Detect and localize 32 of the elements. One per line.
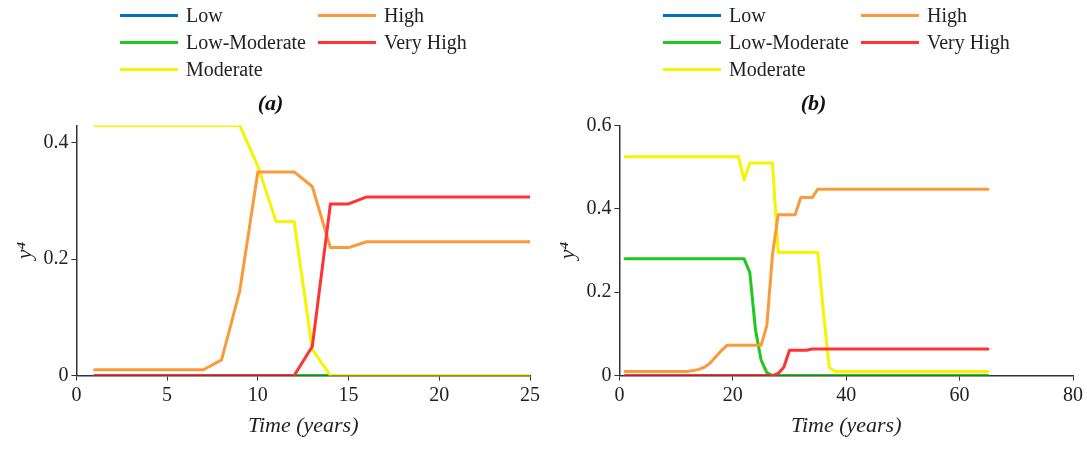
y-tick-label: 0.2	[43, 246, 69, 269]
legend-label: Moderate	[729, 58, 806, 81]
legend-label: Low-Moderate	[186, 31, 306, 54]
legend-label: High	[383, 4, 424, 27]
y-tick-label: 0.2	[586, 279, 612, 302]
y-tick-label: 0.6	[586, 112, 612, 135]
y-tick-label: 0.4	[43, 130, 69, 153]
x-tick-label: 5	[162, 382, 173, 405]
x-axis-title: Time (years)	[247, 411, 359, 437]
x-tick-label: 25	[520, 382, 540, 405]
x-tick-label: 10	[247, 382, 268, 405]
y-tick-label: 0	[601, 362, 612, 385]
legend-label: Moderate	[186, 58, 263, 81]
x-tick-label: 15	[338, 382, 359, 405]
legend-label: High	[926, 4, 967, 27]
legend-label: Low-Moderate	[729, 31, 849, 54]
legend-label: Low	[729, 4, 766, 27]
y-tick-label: 0	[58, 362, 69, 385]
chart-title: (a)	[257, 89, 284, 115]
y-axis-title: y⁴	[553, 241, 579, 262]
x-tick-label: 20	[722, 382, 743, 405]
x-tick-label: 80	[1063, 382, 1083, 405]
x-tick-label: 40	[836, 382, 857, 405]
x-axis-title: Time (years)	[790, 411, 902, 437]
chart-title: (b)	[800, 89, 827, 115]
legend-label: Low	[186, 4, 223, 27]
legend-label: Very High	[926, 31, 1010, 54]
y-tick-label: 0.4	[586, 196, 612, 219]
legend-label: Very High	[383, 31, 467, 54]
x-tick-label: 60	[949, 382, 970, 405]
x-tick-label: 20	[429, 382, 450, 405]
y-axis-title: y⁴	[10, 241, 36, 262]
